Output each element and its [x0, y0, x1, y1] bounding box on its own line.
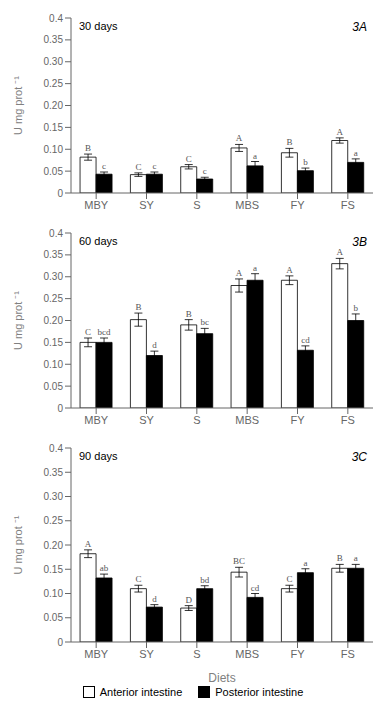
svg-text:0.20: 0.20 [44, 540, 64, 551]
svg-text:0.15: 0.15 [44, 122, 64, 133]
svg-text:0.05: 0.05 [44, 381, 64, 392]
svg-text:MBY: MBY [84, 199, 109, 211]
html-text:3B: 3B [352, 235, 367, 249]
svg-text:SY: SY [139, 199, 154, 211]
svg-text:FS: FS [341, 414, 355, 426]
svg-text:0.4: 0.4 [49, 443, 63, 454]
svg-text:0: 0 [57, 637, 63, 648]
svg-text:U mg prot ⁻¹: U mg prot ⁻¹ [12, 291, 24, 350]
svg-text:0.15: 0.15 [44, 564, 64, 575]
svg-text:0.25: 0.25 [44, 293, 64, 304]
svg-text:U mg prot ⁻¹: U mg prot ⁻¹ [12, 515, 24, 574]
svg-text:d: d [152, 340, 157, 350]
svg-text:A: A [236, 133, 243, 143]
svg-text:0: 0 [57, 403, 63, 414]
svg-text:0.05: 0.05 [44, 612, 64, 623]
svg-text:A: A [286, 265, 293, 275]
svg-text:MBY: MBY [84, 414, 109, 426]
svg-text:0.20: 0.20 [44, 100, 64, 111]
svg-text:FS: FS [341, 199, 355, 211]
svg-text:MBS: MBS [235, 414, 259, 426]
svg-text:a: a [303, 558, 307, 568]
svg-text:0.35: 0.35 [44, 467, 64, 478]
svg-text:0.35: 0.35 [44, 249, 64, 260]
svg-text:d: d [152, 594, 157, 604]
svg-text:c: c [102, 161, 106, 171]
svg-text:S: S [193, 648, 200, 660]
svg-text:C: C [135, 162, 141, 172]
svg-text:b: b [353, 303, 358, 313]
svg-text:b: b [303, 157, 308, 167]
html-text:Posterior intestine: Posterior intestine [215, 686, 304, 698]
svg-text:U mg prot ⁻¹: U mg prot ⁻¹ [12, 76, 24, 135]
svg-text:C: C [286, 574, 292, 584]
svg-text:0.30: 0.30 [44, 271, 64, 282]
html-text:3A: 3A [352, 20, 367, 34]
svg-text:0.15: 0.15 [44, 337, 64, 348]
svg-text:a: a [354, 553, 358, 563]
svg-text:FY: FY [290, 648, 305, 660]
svg-text:B: B [135, 302, 141, 312]
svg-text:MBS: MBS [235, 199, 259, 211]
svg-text:0.10: 0.10 [44, 588, 64, 599]
svg-text:0.20: 0.20 [44, 315, 64, 326]
svg-text:ab: ab [100, 563, 109, 573]
svg-text:0.05: 0.05 [44, 166, 64, 177]
svg-text:0: 0 [57, 188, 63, 199]
svg-text:A: A [85, 539, 92, 549]
svg-text:0.35: 0.35 [44, 34, 64, 45]
svg-text:C: C [85, 327, 91, 337]
svg-text:0.30: 0.30 [44, 491, 64, 502]
svg-text:c: c [203, 166, 207, 176]
svg-text:0.25: 0.25 [44, 78, 64, 89]
svg-text:0.30: 0.30 [44, 56, 64, 67]
svg-text:A: A [336, 247, 343, 257]
svg-text:a: a [253, 263, 257, 273]
svg-text:BC: BC [233, 556, 245, 566]
svg-text:a: a [253, 151, 257, 161]
svg-text:0.10: 0.10 [44, 359, 64, 370]
svg-text:bc: bc [200, 317, 209, 327]
svg-text:A: A [236, 268, 243, 278]
svg-text:MBS: MBS [235, 648, 259, 660]
svg-text:c: c [152, 161, 156, 171]
svg-text:FS: FS [341, 648, 355, 660]
svg-text:D: D [185, 595, 192, 605]
svg-text:FY: FY [290, 199, 305, 211]
svg-text:FY: FY [290, 414, 305, 426]
svg-text:SY: SY [139, 648, 154, 660]
svg-text:C: C [186, 154, 192, 164]
html-text:30 days: 30 days [79, 20, 118, 32]
svg-text:Diets: Diets [208, 671, 235, 685]
svg-text:0.4: 0.4 [49, 228, 63, 239]
svg-text:cd: cd [301, 335, 310, 345]
html-text:90 days: 90 days [79, 450, 118, 462]
svg-text:0.10: 0.10 [44, 144, 64, 155]
svg-text:C: C [135, 574, 141, 584]
svg-text:a: a [354, 148, 358, 158]
svg-text:S: S [193, 199, 200, 211]
html-text:60 days: 60 days [79, 235, 118, 247]
svg-text:B: B [286, 137, 292, 147]
svg-text:cd: cd [251, 583, 260, 593]
svg-text:B: B [186, 309, 192, 319]
svg-text:bcd: bcd [98, 327, 111, 337]
svg-text:MBY: MBY [84, 648, 109, 660]
svg-text:B: B [337, 553, 343, 563]
html-text:3C: 3C [351, 450, 367, 464]
svg-text:SY: SY [139, 414, 154, 426]
svg-text:A: A [336, 127, 343, 137]
html-text:Anterior intestine: Anterior intestine [99, 686, 183, 698]
svg-text:S: S [193, 414, 200, 426]
svg-text:bd: bd [200, 575, 210, 585]
svg-text:B: B [85, 143, 91, 153]
svg-text:0.25: 0.25 [44, 515, 64, 526]
svg-text:0.4: 0.4 [49, 13, 63, 24]
